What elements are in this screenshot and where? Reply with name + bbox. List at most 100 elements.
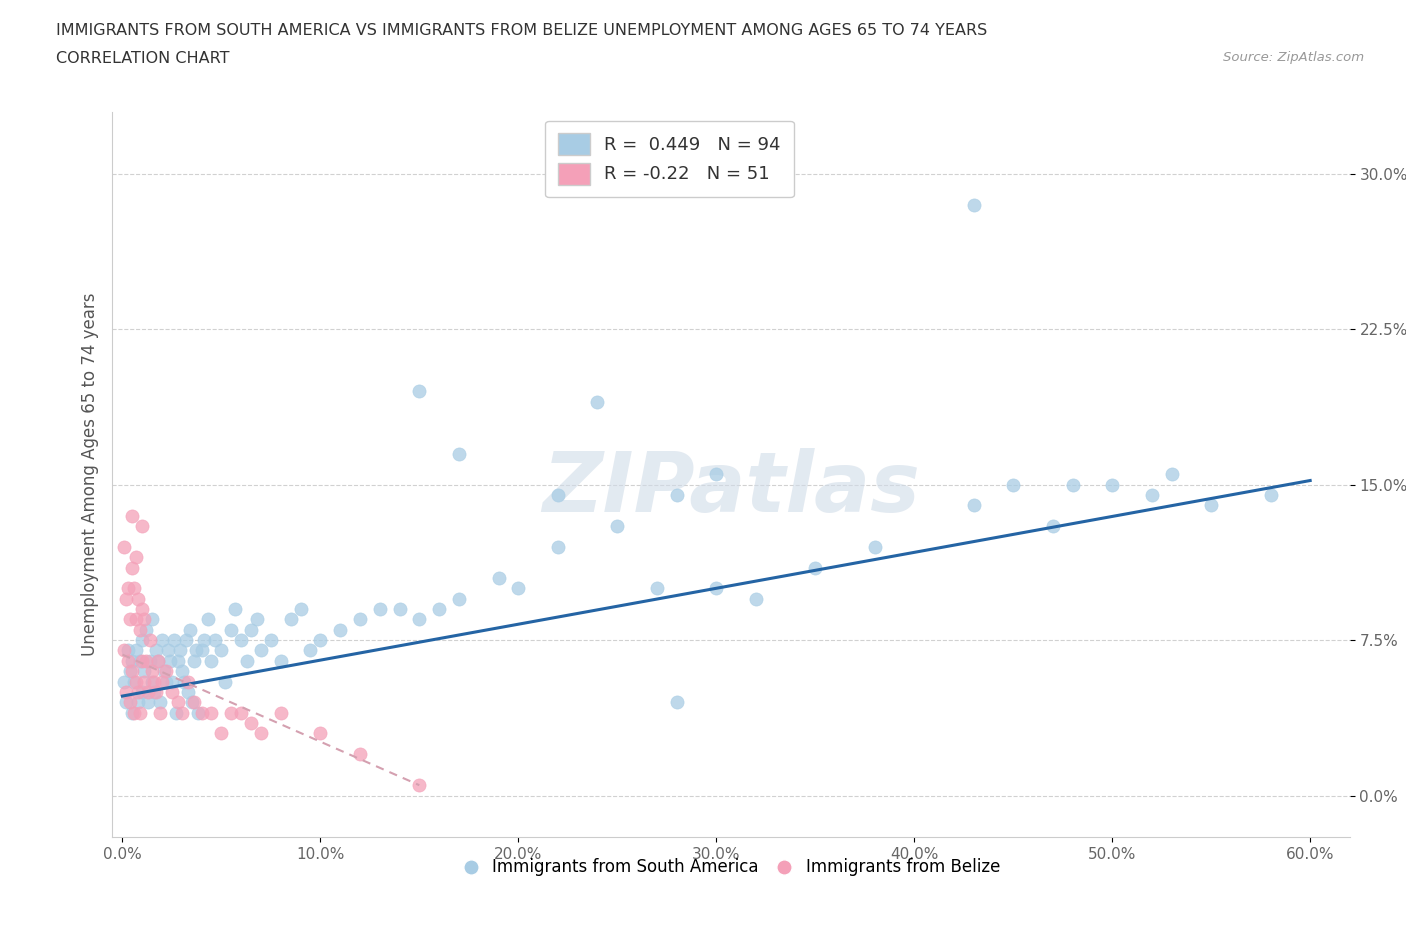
Point — [150, 632, 173, 647]
Point — [349, 612, 371, 627]
Point — [120, 695, 142, 710]
Point — [129, 654, 152, 669]
Point — [135, 622, 157, 637]
Point — [134, 674, 156, 689]
Point — [134, 664, 156, 679]
Point — [290, 602, 312, 617]
Point — [368, 602, 391, 617]
Point — [250, 726, 273, 741]
Point — [349, 747, 371, 762]
Point — [299, 643, 322, 658]
Point — [122, 705, 145, 720]
Point — [125, 612, 148, 627]
Point — [143, 674, 166, 689]
Point — [488, 570, 510, 585]
Point — [139, 632, 162, 647]
Point — [447, 591, 470, 606]
Point — [156, 643, 179, 658]
Point — [112, 539, 135, 554]
Point — [115, 684, 138, 699]
Point — [179, 622, 201, 637]
Point — [131, 519, 153, 534]
Point — [163, 632, 186, 647]
Point — [146, 654, 169, 669]
Point — [962, 498, 984, 512]
Point — [135, 654, 157, 669]
Point — [146, 654, 169, 669]
Point — [309, 726, 332, 741]
Point — [804, 560, 827, 575]
Point — [177, 674, 200, 689]
Point — [160, 674, 183, 689]
Point — [112, 674, 135, 689]
Point — [508, 581, 530, 596]
Text: ZIPatlas: ZIPatlas — [543, 448, 920, 529]
Point — [136, 695, 159, 710]
Point — [150, 674, 173, 689]
Point — [200, 705, 222, 720]
Point — [166, 695, 188, 710]
Point — [962, 197, 984, 212]
Point — [141, 674, 163, 689]
Point — [665, 487, 688, 502]
Point — [117, 581, 139, 596]
Point — [219, 622, 242, 637]
Text: CORRELATION CHART: CORRELATION CHART — [56, 51, 229, 66]
Point — [209, 726, 232, 741]
Point — [1140, 487, 1163, 502]
Point — [139, 654, 162, 669]
Point — [190, 705, 212, 720]
Point — [170, 664, 193, 679]
Point — [122, 581, 145, 596]
Point — [240, 715, 263, 730]
Point — [547, 487, 569, 502]
Point — [280, 612, 302, 627]
Point — [115, 591, 138, 606]
Point — [117, 654, 139, 669]
Point — [219, 705, 242, 720]
Point — [143, 684, 166, 699]
Point — [270, 654, 292, 669]
Point — [169, 643, 191, 658]
Point — [117, 643, 139, 658]
Point — [190, 643, 212, 658]
Point — [125, 674, 148, 689]
Point — [166, 654, 188, 669]
Point — [120, 612, 142, 627]
Point — [183, 695, 205, 710]
Point — [141, 612, 163, 627]
Point — [180, 695, 202, 710]
Point — [141, 664, 163, 679]
Text: Source: ZipAtlas.com: Source: ZipAtlas.com — [1223, 51, 1364, 64]
Point — [145, 684, 167, 699]
Point — [606, 519, 628, 534]
Point — [547, 539, 569, 554]
Point — [309, 632, 332, 647]
Point — [863, 539, 886, 554]
Point — [149, 695, 172, 710]
Point — [149, 705, 172, 720]
Point — [177, 684, 200, 699]
Point — [125, 550, 148, 565]
Point — [165, 705, 187, 720]
Point — [200, 654, 222, 669]
Point — [131, 684, 153, 699]
Point — [704, 467, 727, 482]
Point — [121, 705, 143, 720]
Point — [115, 695, 138, 710]
Point — [127, 591, 149, 606]
Point — [447, 446, 470, 461]
Point — [170, 705, 193, 720]
Point — [408, 612, 430, 627]
Point — [187, 705, 209, 720]
Point — [184, 643, 207, 658]
Point — [129, 622, 152, 637]
Point — [153, 664, 176, 679]
Point — [270, 705, 292, 720]
Point — [121, 654, 143, 669]
Point — [427, 602, 450, 617]
Point — [1002, 477, 1025, 492]
Point — [131, 632, 153, 647]
Point — [408, 777, 430, 792]
Point — [173, 674, 195, 689]
